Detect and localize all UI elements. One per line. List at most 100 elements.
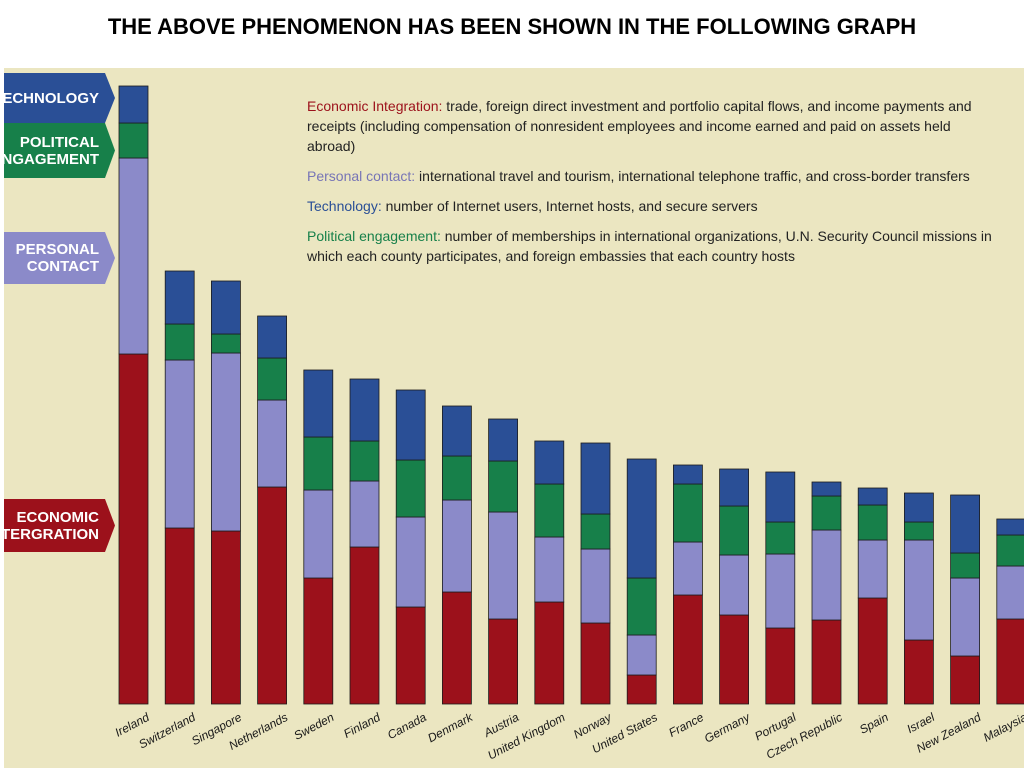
bar-austria-technology (488, 418, 519, 462)
chart-panel: Ireland Switzerland Singapore Netherlands Sw… (4, 68, 1024, 768)
legend-technology-text: number of Internet users, Internet hosts… (381, 198, 758, 214)
legend-personal: Personal contact: international travel a… (307, 166, 997, 186)
side-tag-technology: TECHNOLOGY (4, 73, 115, 123)
bar-united-states-economic (626, 674, 657, 705)
bar-netherlands-personal (257, 399, 288, 488)
bar-ireland-economic (118, 353, 149, 705)
legend-economic-label: Economic Integration: (307, 98, 443, 114)
bar-united-states-personal (626, 634, 657, 676)
bar-germany-economic (719, 614, 749, 705)
bar-france-economic (673, 594, 703, 705)
bar-austria-political (488, 460, 519, 513)
bar-france-technology (673, 464, 703, 485)
bar-sweden-technology (303, 369, 334, 438)
bar-czech-republic-technology (811, 481, 842, 497)
bar-portugal-personal (765, 553, 796, 629)
bar-switzerland-economic (164, 527, 195, 705)
side-tag-political-engagement: POLITICAL ENGAGEMENT (4, 123, 115, 178)
bar-canada-political (395, 459, 426, 518)
bar-norway-political (580, 513, 611, 550)
x-tick-label: Canada (385, 710, 429, 742)
bar-canada-technology (395, 389, 426, 461)
bar-singapore-political (210, 333, 241, 354)
bar-austria-economic (488, 618, 519, 705)
bar-switzerland-political (164, 323, 195, 361)
bar-ireland-technology (118, 85, 149, 124)
bar-france-personal (673, 541, 703, 596)
bar-new-zealand-personal (950, 577, 980, 657)
bar-singapore-personal (210, 352, 241, 532)
bar-new-zealand-economic (950, 655, 980, 705)
legend: Economic Integration: trade, foreign dir… (307, 96, 997, 276)
bar-denmark-personal (441, 499, 472, 593)
bar-portugal-technology (765, 471, 796, 523)
bar-czech-republic-economic (811, 619, 842, 705)
bar-finland-technology (349, 378, 380, 442)
legend-economic-text: trade, foreign direct investment and por… (307, 98, 972, 154)
bar-denmark-technology (441, 405, 472, 457)
bar-norway-economic (580, 622, 611, 705)
bar-spain-technology (857, 487, 888, 506)
bar-france-political (673, 483, 703, 543)
x-tick-label: Finland (341, 710, 383, 741)
bar-norway-personal (580, 548, 611, 624)
bar-canada-economic (395, 606, 426, 705)
bar-switzerland-technology (164, 270, 195, 325)
bar-germany-political (719, 505, 749, 556)
legend-personal-text: international travel and tourism, intern… (415, 168, 970, 184)
bar-israel-political (904, 521, 934, 541)
legend-political: Political engagement: number of membersh… (307, 226, 997, 266)
bar-finland-political (349, 440, 380, 482)
bar-singapore-economic (210, 530, 241, 705)
bar-united-states-political (626, 577, 657, 636)
x-tick-label: United Kingdom (485, 710, 567, 762)
bar-new-zealand-political (950, 552, 980, 579)
bar-sweden-political (303, 436, 334, 491)
bar-czech-republic-personal (811, 529, 842, 621)
bar-united-kingdom-economic (534, 601, 565, 705)
bar-portugal-political (765, 521, 796, 555)
x-tick-label: Sweden (291, 710, 336, 743)
legend-personal-label: Personal contact: (307, 168, 416, 184)
bar-spain-personal (857, 539, 888, 599)
bar-netherlands-political (257, 357, 288, 401)
bar-switzerland-personal (164, 359, 195, 529)
legend-political-label: Political engagement: (307, 228, 441, 244)
bar-malaysia-personal (996, 565, 1024, 620)
legend-economic: Economic Integration: trade, foreign dir… (307, 96, 997, 156)
bar-portugal-economic (765, 627, 796, 705)
bar-singapore-technology (210, 280, 241, 335)
bar-netherlands-economic (257, 486, 288, 705)
bar-finland-personal (349, 480, 380, 548)
legend-technology-label: Technology: (307, 198, 382, 214)
x-tick-label: Germany (702, 710, 753, 746)
side-tag-personal-contact: PERSONAL CONTACT (4, 232, 115, 284)
bar-united-kingdom-political (534, 483, 565, 538)
bar-sweden-economic (303, 577, 334, 705)
bar-canada-personal (395, 516, 426, 608)
bar-malaysia-technology (996, 518, 1024, 536)
bar-israel-technology (904, 492, 934, 523)
bar-denmark-economic (441, 591, 472, 705)
x-tick-label: Denmark (425, 710, 475, 746)
bar-israel-personal (904, 539, 934, 641)
bar-ireland-personal (118, 157, 149, 355)
bar-finland-economic (349, 546, 380, 705)
bar-malaysia-economic (996, 618, 1024, 705)
bar-ireland-political (118, 122, 149, 159)
side-tag-economic-integration: ECONOMIC INTERGRATION (4, 499, 115, 552)
bar-united-kingdom-personal (534, 536, 565, 603)
bar-united-kingdom-technology (534, 440, 565, 485)
bar-germany-personal (719, 554, 749, 616)
x-tick-label: Israel (904, 710, 937, 736)
bar-norway-technology (580, 442, 611, 515)
bar-denmark-political (441, 455, 472, 501)
bar-austria-personal (488, 511, 519, 620)
bar-malaysia-political (996, 534, 1024, 567)
legend-political-text: number of memberships in international o… (307, 228, 992, 264)
x-tick-label: Malaysia (981, 710, 1024, 745)
x-tick-label: France (666, 710, 706, 740)
bar-united-states-technology (626, 458, 657, 579)
slide-title: THE ABOVE PHENOMENON HAS BEEN SHOWN IN T… (107, 14, 917, 39)
